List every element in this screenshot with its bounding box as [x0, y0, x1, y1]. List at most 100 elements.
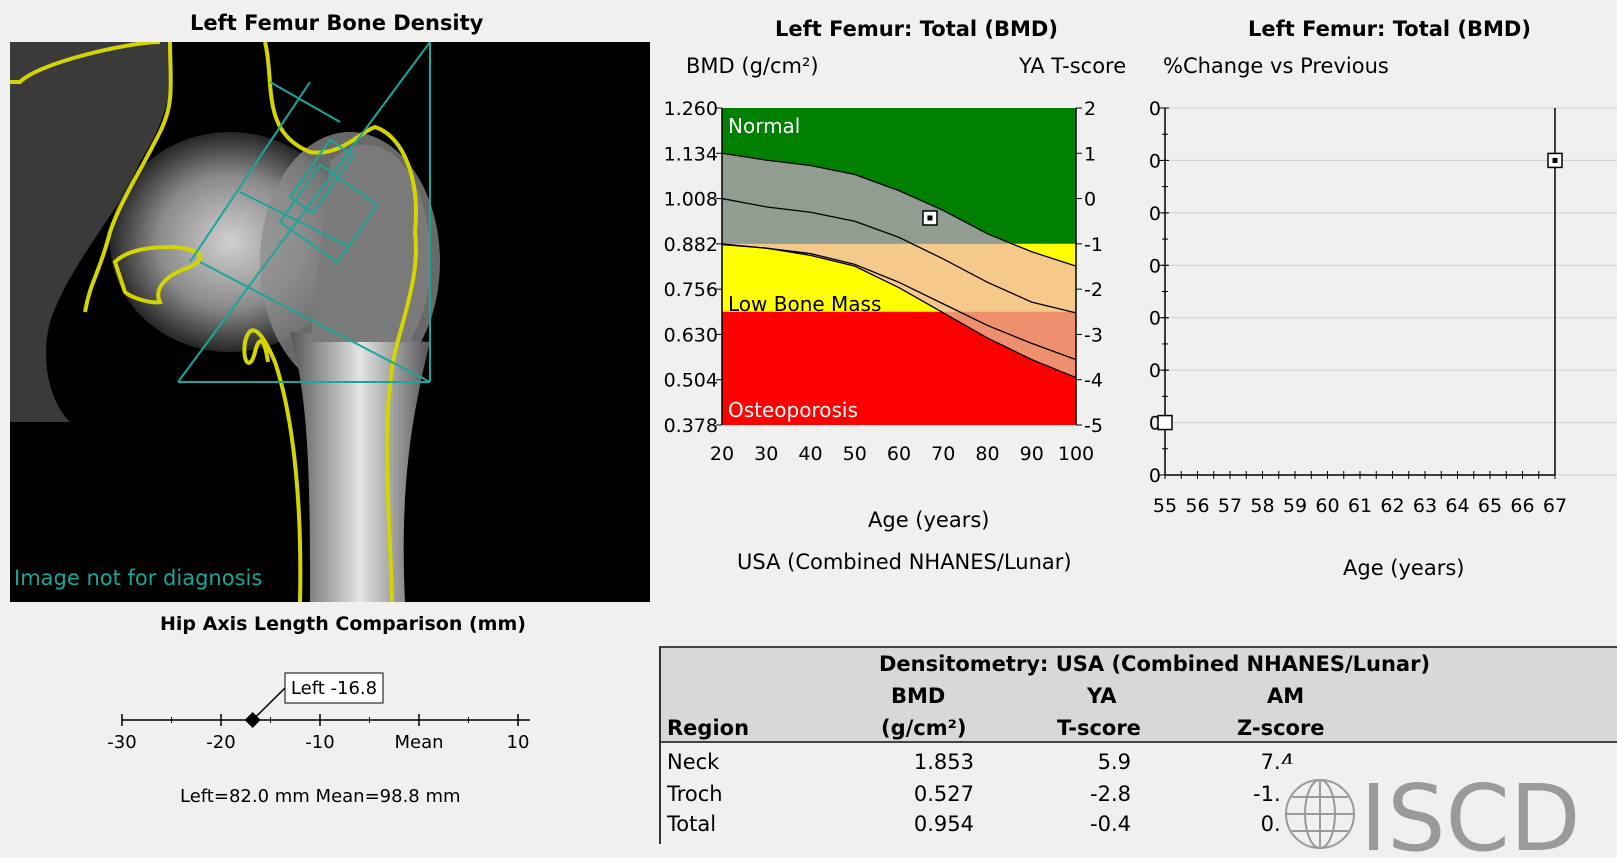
x-tick-label: 67 [1543, 495, 1567, 517]
x-tick-label: 50 [843, 443, 867, 465]
y-tick-label: 80 [1150, 203, 1161, 225]
y-tick-label: 20 [1150, 360, 1161, 382]
y-tick-label: 40 [1150, 308, 1161, 330]
y-tick-label: 120 [1150, 100, 1161, 120]
hip-axis-marker-box [284, 672, 384, 704]
hip-axis-tick-label: 10 [507, 732, 530, 753]
reference-line-mean [721, 197, 1077, 314]
x-tick-label: 63 [1413, 495, 1437, 517]
reference-line-lowest [721, 243, 1077, 379]
hip-axis-scale: -30 -20 -10 Mean 10 Left -16.8 [107, 672, 530, 753]
change-data-point [1157, 414, 1173, 431]
change-y-axis-label: %Change vs Previous [1163, 54, 1389, 78]
femur-scan-svg [10, 40, 440, 603]
col-ya-header: YA [1087, 684, 1117, 708]
hip-axis-tick-label: -30 [107, 732, 136, 753]
zone-label: Low Bone Mass [728, 292, 881, 316]
hip-axis-tick-label: -10 [305, 732, 334, 753]
bmd-reference-chart: Normal Low Bone Mass Osteoporosis 1.260 1.13… [664, 100, 1103, 465]
col-region-header: Region [667, 716, 750, 740]
x-tick-label: 30 [754, 443, 778, 465]
hip-axis-tick-label: Mean [394, 732, 443, 753]
femur-scan-image [10, 40, 650, 603]
y-tick-label: 0 [1150, 413, 1161, 435]
x-tick-label: 61 [1348, 495, 1372, 517]
patient-data-point-center [927, 215, 933, 221]
col-am-header: AM [1267, 684, 1305, 708]
percent-change-chart: 120 100 80 60 40 20 0 -20 55 56 57 58 59 60 61 62 63 64 65… [1150, 100, 1617, 517]
x-tick-label: 58 [1250, 495, 1274, 517]
y-tick-label: 0.504 [664, 370, 718, 392]
col-t-score-header: T-score [1057, 716, 1141, 740]
x-tick-label: 57 [1218, 495, 1242, 517]
change-data-point-center [1552, 157, 1558, 163]
x-tick-label: 60 [887, 443, 911, 465]
y-tick-label: 1.008 [664, 189, 718, 211]
row-t-score: 5.9 [1097, 750, 1131, 774]
y-tick-label: 1.134 [664, 143, 718, 165]
y2-tick-label: -1 [1084, 234, 1103, 256]
iscd-logo-text: ISCD [1360, 765, 1581, 854]
reference-line-upper [721, 152, 1077, 267]
bmd-chart-title: Left Femur: Total (BMD) [775, 17, 1058, 41]
table-header-band [659, 646, 1617, 743]
y2-tick-label: 0 [1084, 189, 1096, 211]
y-tick-label: 0.378 [664, 415, 718, 437]
y-tick-label: 100 [1150, 150, 1161, 172]
x-tick-label: 90 [1020, 443, 1044, 465]
densitometry-table: Densitometry: USA (Combined NHANES/Lunar… [659, 646, 1617, 844]
change-chart-title: Left Femur: Total (BMD) [1248, 17, 1531, 41]
change-x-axis-label: Age (years) [1343, 556, 1465, 580]
x-tick-label: 59 [1283, 495, 1307, 517]
x-tick-label: 55 [1153, 495, 1177, 517]
x-tick-label: 56 [1185, 495, 1209, 517]
y-tick-label: 0.756 [664, 279, 718, 301]
zone-label: Osteoporosis [728, 398, 858, 422]
x-tick-label: 70 [931, 443, 955, 465]
iscd-logo: ISCD [1280, 764, 1617, 858]
row-t-score: -2.8 [1090, 782, 1131, 806]
row-region: Neck [667, 750, 720, 774]
scan-title: Left Femur Bone Density [190, 11, 484, 35]
t-score-axis-label: YA T-score [1019, 54, 1127, 78]
x-tick-label: 64 [1445, 495, 1469, 517]
y2-tick-label: 1 [1084, 143, 1096, 165]
col-bmd-header: BMD [891, 684, 946, 708]
x-tick-label: 100 [1058, 443, 1094, 465]
col-z-score-header: Z-score [1237, 716, 1325, 740]
table-title: Densitometry: USA (Combined NHANES/Lunar… [879, 652, 1431, 676]
y-tick-label: 0.882 [664, 234, 718, 256]
y2-tick-label: -5 [1084, 415, 1103, 437]
row-t-score: -0.4 [1090, 812, 1131, 836]
x-tick-label: 20 [710, 443, 734, 465]
y-tick-label: -20 [1150, 465, 1161, 487]
hip-axis-legend: Left=82.0 mm Mean=98.8 mm [180, 786, 461, 807]
zone-label: Normal [728, 114, 800, 138]
y2-tick-label: -3 [1084, 324, 1103, 346]
table-left-border [659, 646, 661, 844]
y-tick-label: 0.630 [664, 324, 718, 346]
hip-axis-tick-label: -20 [206, 732, 235, 753]
hip-axis-marker-label: Left -16.8 [291, 678, 377, 699]
x-tick-label: 62 [1380, 495, 1404, 517]
row-bmd: 0.954 [913, 812, 974, 836]
scan-disclaimer: Image not for diagnosis [14, 566, 263, 590]
y2-tick-label: -4 [1084, 370, 1103, 392]
reference-band-low-mass [722, 243, 1076, 378]
x-tick-label: 80 [975, 443, 999, 465]
bmd-y-axis-label: BMD (g/cm²) [686, 54, 819, 78]
row-bmd: 1.853 [913, 750, 974, 774]
y2-tick-label: -2 [1084, 279, 1103, 301]
reference-band-osteoporosis [941, 311, 1076, 378]
x-tick-label: 60 [1315, 495, 1339, 517]
hip-axis-title: Hip Axis Length Comparison (mm) [160, 613, 526, 635]
row-bmd: 0.527 [913, 782, 974, 806]
iscd-logo-svg: ISCD [1285, 765, 1581, 858]
row-region: Troch [667, 782, 723, 806]
y-tick-label: 1.260 [664, 100, 718, 120]
x-tick-label: 65 [1478, 495, 1502, 517]
x-tick-label: 66 [1510, 495, 1534, 517]
y2-tick-label: 2 [1084, 100, 1096, 120]
globe-icon [1285, 779, 1355, 849]
row-region: Total [667, 812, 717, 836]
